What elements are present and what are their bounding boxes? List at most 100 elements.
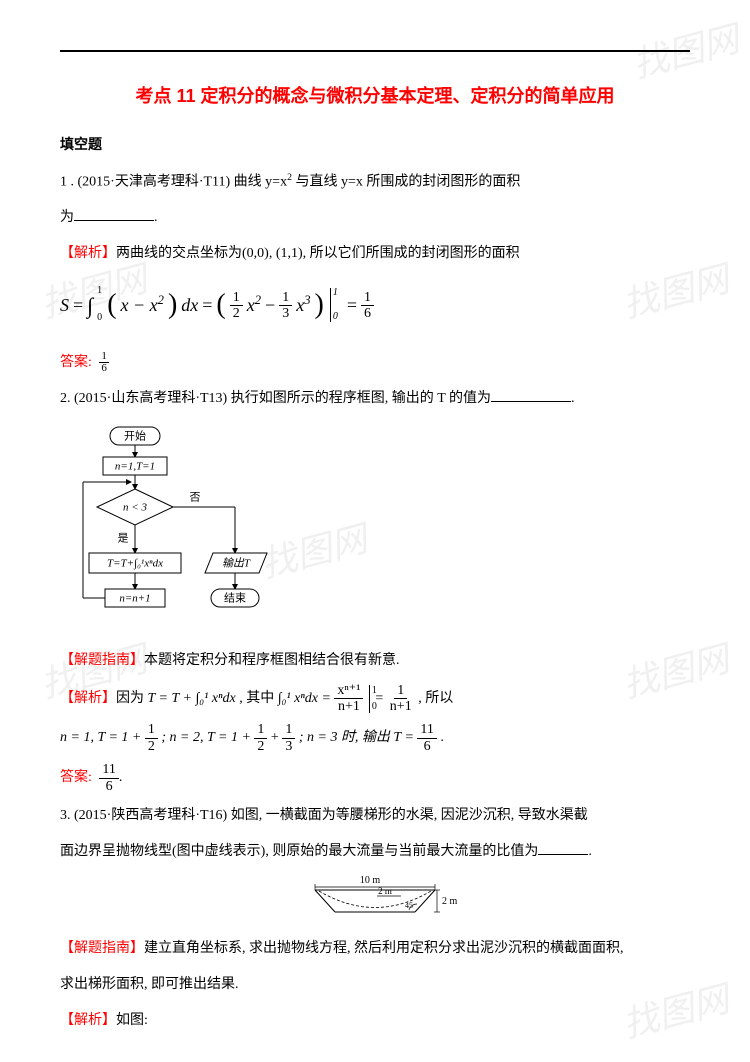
dx: dx	[181, 289, 198, 321]
q2-text: 2. (2015·山东高考理科·T13) 执行如图所示的程序框图, 输出的 T …	[60, 385, 690, 413]
num: 11	[99, 762, 118, 778]
q2-guide: 【解题指南】本题将定积分和程序框图相结合很有新意.	[60, 647, 690, 675]
num: 1	[282, 722, 295, 738]
frac-result: 16	[361, 290, 374, 322]
den: 3	[282, 739, 295, 754]
frac-half: 12	[230, 290, 243, 322]
section-header: 填空题	[60, 132, 690, 157]
q3-text-a: 3. (2015·陕西高考理科·T16) 如图, 一横截面为等腰梯形的水渠, 因…	[60, 802, 690, 830]
frac12: 12	[145, 722, 158, 754]
q1-answer: 答案: 16	[60, 349, 690, 377]
fc-output: 输出T	[222, 556, 251, 569]
den: n+1	[387, 699, 415, 714]
mid: , 其中	[239, 691, 278, 706]
guide-label: 【解题指南】	[60, 653, 144, 668]
flowchart: 开始 n=1,T=1 n < 3 否 是 T=T+∫₀¹xⁿdx 输出T n=n…	[75, 425, 305, 635]
lparen2: (	[216, 280, 225, 330]
label-45: 45	[405, 901, 413, 910]
period: .	[154, 210, 158, 225]
sym-eq3: =	[347, 289, 357, 321]
q3-analysis: 【解析】如图:	[60, 1007, 690, 1035]
bar-l: 0	[333, 308, 338, 326]
f-main: T = T + ∫₀¹ xⁿdx	[148, 691, 236, 706]
analysis-text: 如图:	[116, 1013, 148, 1028]
label-2m-mid: 2 m	[378, 886, 392, 896]
frac13: 13	[282, 722, 295, 754]
guide-a: 建立直角坐标系, 求出抛物线方程, 然后利用定积分求出泥沙沉积的横截面面积,	[144, 941, 624, 956]
eq: =	[375, 691, 386, 706]
den: 2	[230, 306, 243, 321]
period: .	[571, 391, 575, 406]
analysis-label: 【解析】	[60, 246, 116, 261]
period: .	[119, 770, 123, 785]
num: 1	[394, 683, 407, 699]
sym-S: S	[60, 289, 69, 321]
q1-text: 1 . (2015·天津高考理科·T11) 曲线 y=x2 与直线 y=x 所围…	[60, 168, 690, 197]
pre: 因为	[116, 691, 144, 706]
den: 2	[145, 739, 158, 754]
blank-line	[538, 841, 588, 855]
q3-text-b: 面边界呈抛物线型(图中虚线表示), 则原始的最大流量与当前最大流量的比值为.	[60, 838, 690, 866]
frac12b: 12	[254, 722, 267, 754]
x1: x − x	[121, 295, 158, 315]
blank-line	[74, 207, 154, 221]
eval-bar: 10	[369, 685, 370, 713]
fc-inc: n=n+1	[119, 592, 150, 604]
answer-label: 答案:	[60, 355, 92, 370]
frac-third: 13	[279, 290, 292, 322]
sup2: 2	[158, 293, 164, 307]
flowchart-svg: 开始 n=1,T=1 n < 3 否 是 T=T+∫₀¹xⁿdx 输出T n=n…	[75, 425, 305, 635]
fc-init: n=1,T=1	[115, 460, 155, 472]
bar-l: 0	[372, 697, 377, 717]
label-10m: 10 m	[360, 875, 381, 886]
sym-eq: =	[73, 289, 83, 321]
bar-u: 1	[333, 284, 338, 302]
x3term: x3	[296, 289, 310, 321]
frac-xn1: xⁿ⁺¹n+1	[334, 683, 363, 715]
den: 6	[103, 779, 116, 794]
period: .	[588, 844, 592, 859]
q3-guide-b: 求出梯形面积, 即可推出结果.	[60, 971, 690, 999]
blank-line	[491, 388, 571, 402]
fc-update: T=T+∫₀¹xⁿdx	[107, 557, 163, 569]
analysis-label: 【解析】	[60, 691, 116, 706]
analysis-label: 【解析】	[60, 1013, 116, 1028]
sup3: 3	[304, 293, 310, 307]
answer-frac: 116	[99, 762, 118, 794]
q2-answer: 答案: 116.	[60, 762, 690, 794]
top-rule	[60, 50, 690, 52]
guide-label: 【解题指南】	[60, 941, 144, 956]
q1-text-b: 与直线 y=x 所围成的封闭图形的面积	[292, 174, 520, 189]
int2: ∫₀¹ xⁿdx =	[278, 691, 335, 706]
integral-sign: ∫ 1 0	[87, 286, 93, 326]
trapezoid-figure: 10 m 2 m 45 2 m	[60, 874, 690, 927]
rparen2: )	[315, 280, 324, 330]
num: 1	[145, 722, 158, 738]
num: xⁿ⁺¹	[334, 683, 363, 699]
q2-analysis: 【解析】因为 T = T + ∫₀¹ xⁿdx , 其中 ∫₀¹ xⁿdx = …	[60, 683, 690, 715]
minus: −	[265, 289, 275, 321]
sup2b: 2	[255, 293, 261, 307]
b: ; n = 2, T = 1 +	[161, 731, 254, 746]
analysis-text: 两曲线的交点坐标为(0,0), (1,1), 所以它们所围成的封闭图形的面积	[116, 246, 520, 261]
q1-wei: 为	[60, 210, 74, 225]
den: 6	[421, 739, 434, 754]
int-ub: 1	[97, 282, 102, 300]
fc-start: 开始	[124, 428, 146, 442]
c: ; n = 3 时, 输出 T =	[299, 731, 418, 746]
int-glyph: ∫	[87, 293, 93, 318]
q2-body: 2. (2015·山东高考理科·T13) 执行如图所示的程序框图, 输出的 T …	[60, 391, 491, 406]
fc-no: 否	[190, 491, 201, 503]
guide-text: 本题将定积分和程序框图相结合很有新意.	[144, 653, 400, 668]
fc-cond: n < 3	[123, 501, 147, 513]
den: 6	[99, 363, 109, 374]
label-2m-h: 2 m	[442, 896, 458, 907]
x2: x	[247, 295, 255, 315]
den: 6	[361, 306, 374, 321]
num: 1	[230, 290, 243, 306]
num: 1	[361, 290, 374, 306]
answer-label: 答案:	[60, 770, 92, 785]
fc-yes: 是	[118, 531, 129, 544]
eval-bar: 10	[330, 288, 331, 322]
int-lb: 0	[97, 309, 102, 327]
